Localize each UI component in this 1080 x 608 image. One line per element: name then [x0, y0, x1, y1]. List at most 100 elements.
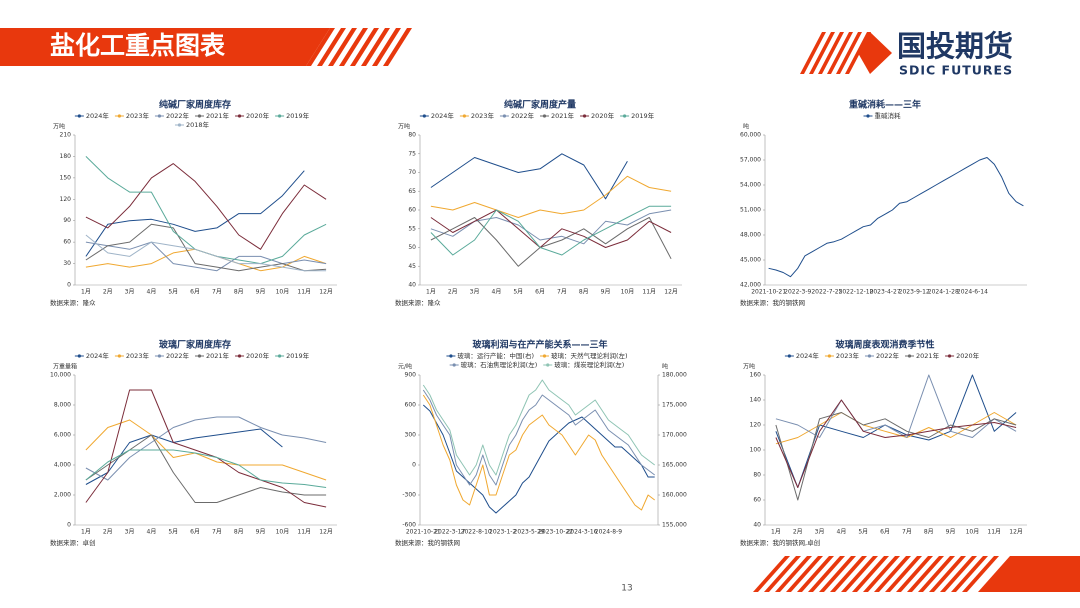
x-tick-label: 2023-5-29	[514, 529, 545, 536]
x-tick-label: 2024-6-14	[957, 289, 988, 296]
series-line	[85, 170, 305, 257]
legend-label: 2020年	[246, 111, 270, 120]
x-tick-label: 2021-10-21	[406, 529, 441, 536]
y-axis-label: 万吨	[743, 363, 755, 371]
legend-marker	[542, 354, 547, 358]
legend-marker	[907, 354, 912, 358]
legend-item: 2020年	[945, 351, 980, 360]
y-tick-label: 80	[408, 132, 416, 139]
y-tick-label: 180	[60, 153, 72, 160]
series-line	[85, 223, 327, 272]
legend-marker	[947, 354, 952, 358]
legend-label: 2019年	[286, 351, 310, 360]
y-tick-label: 900	[405, 372, 417, 379]
y-tick-label: 54,000	[740, 182, 761, 189]
legend-item: 2019年	[620, 111, 655, 120]
legend-label: 2024年	[796, 351, 820, 360]
x-tick-label: 5月	[168, 529, 178, 536]
y-tick-label: 42,000	[740, 282, 761, 289]
series-line	[775, 412, 1017, 445]
x-tick-label: 2023-1-2	[489, 529, 516, 536]
x-tick-label: 2月	[793, 529, 803, 536]
legend-marker	[77, 114, 81, 118]
series-line	[85, 419, 327, 481]
legend-marker	[867, 354, 872, 358]
legend-label: 玻璃：煤炭理论利润(左)	[554, 360, 624, 369]
chart-title: 玻璃周度表观消费季节性	[835, 339, 934, 351]
legend-label: 2019年	[286, 111, 310, 120]
legend-item: 2022年	[154, 351, 189, 360]
stripe	[350, 28, 379, 66]
series-line	[430, 153, 628, 200]
legend-label: 玻璃：运行产能：中国(右)	[457, 351, 534, 360]
y2-tick-label: 165,000	[662, 462, 687, 469]
source-note: 数据来源：我的钢铁网	[740, 298, 805, 307]
y-tick-label: 45,000	[740, 257, 761, 264]
stripe	[896, 556, 933, 592]
y-tick-label: 120	[750, 422, 762, 429]
legend-item: 2020年	[235, 111, 270, 120]
legend-item: 2021年	[195, 351, 230, 360]
y-tick-label: 210	[60, 132, 72, 139]
series-line	[85, 428, 283, 485]
stripe	[874, 556, 911, 592]
y-tick-label: 30	[63, 260, 71, 267]
legend-item: 玻璃：运行产能：中国(右)	[446, 351, 534, 360]
legend-marker	[177, 123, 182, 127]
source-note: 数据来源：隆众	[395, 298, 441, 307]
series-line	[422, 379, 656, 476]
legend-item: 2023年	[459, 111, 494, 120]
x-tick-label: 2024-3-16	[566, 529, 597, 536]
x-tick-label: 1月	[81, 289, 91, 296]
y2-tick-label: 155,000	[662, 522, 687, 529]
x-tick-label: 9月	[601, 289, 611, 296]
x-tick-label: 2023-4-27	[870, 289, 901, 296]
x-tick-label: 2022-8-10	[461, 529, 492, 536]
stripe	[885, 556, 922, 592]
y-tick-label: 0	[67, 522, 71, 529]
y-tick-label: 70	[408, 169, 416, 176]
y-tick-label: 50	[408, 244, 416, 251]
x-tick-label: 11月	[297, 529, 311, 536]
y-tick-label: 6,000	[54, 432, 71, 439]
legend-marker	[462, 114, 467, 118]
source-note: 数据来源：隆众	[50, 298, 96, 307]
legend-item: 2021年	[195, 111, 230, 120]
y-axis-label: 元/吨	[398, 363, 412, 371]
y-tick-label: 40	[408, 282, 416, 289]
chart-title: 玻璃利润与在产产能关系——三年	[472, 339, 607, 351]
legend-label: 2019年	[631, 111, 655, 120]
stripe	[836, 32, 862, 74]
legend-label: 2022年	[876, 351, 900, 360]
x-tick-label: 8月	[234, 289, 244, 296]
header-stripes	[306, 28, 412, 66]
x-tick-label: 8月	[579, 289, 589, 296]
x-tick-label: 10月	[276, 289, 290, 296]
x-tick-label: 5月	[168, 289, 178, 296]
stripe	[962, 556, 999, 592]
x-tick-label: 7月	[212, 529, 222, 536]
legend-label: 2020年	[246, 351, 270, 360]
series-line	[430, 175, 672, 218]
y-tick-label: 90	[63, 217, 71, 224]
x-tick-label: 11月	[987, 529, 1001, 536]
x-tick-label: 11月	[642, 289, 656, 296]
x-tick-label: 3月	[815, 529, 825, 536]
y-tick-label: 40	[753, 522, 761, 529]
legend-label: 2018年	[186, 120, 210, 129]
y-tick-label: 8,000	[54, 402, 71, 409]
y-tick-label: 150	[60, 174, 72, 181]
x-tick-label: 6月	[880, 529, 890, 536]
chart-panel: 纯碱厂家周度库存 2024年 2023年 2022年 2021年 2020年 2019年 20…	[50, 99, 337, 307]
chart-title: 重碱消耗——三年	[849, 99, 921, 111]
series-line	[430, 217, 672, 267]
legend-label: 2021年	[551, 111, 575, 120]
y-tick-label: 65	[408, 188, 416, 195]
legend-item: 2020年	[235, 351, 270, 360]
stripe	[852, 556, 889, 592]
x-tick-label: 3月	[470, 289, 480, 296]
page-number: 13	[621, 584, 632, 594]
legend-marker	[157, 114, 162, 118]
